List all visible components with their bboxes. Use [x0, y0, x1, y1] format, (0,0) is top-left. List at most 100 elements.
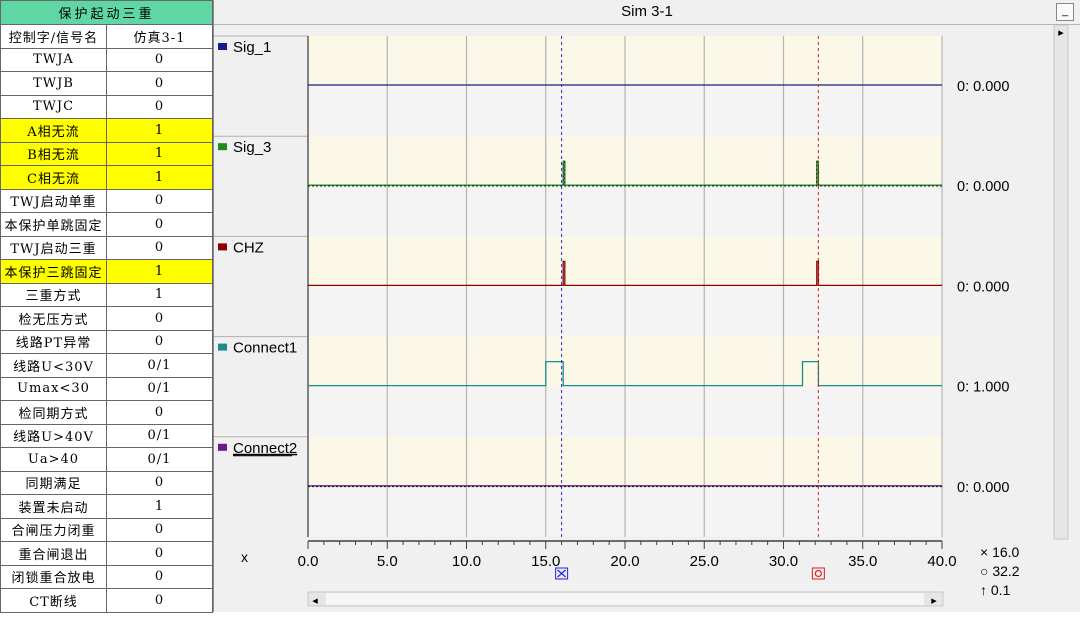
legend-swatch	[218, 143, 227, 151]
series-value-label: 0: 0.000	[957, 79, 1009, 95]
x-tick-label: 30.0	[769, 553, 798, 570]
scroll-right-arrow[interactable]: ▸	[931, 595, 937, 607]
table-row: 本保护三跳固定 1	[0, 259, 213, 284]
cursor-readout: ↑ 0.1	[980, 582, 1011, 598]
vertical-scrollbar[interactable]	[1053, 24, 1069, 540]
signal-name-cell: C相无流	[0, 165, 107, 190]
series-label[interactable]: Connect1	[233, 340, 297, 357]
x-tick-label: 35.0	[848, 553, 877, 570]
signal-value-cell: 0	[106, 306, 213, 331]
table-row: C相无流 1	[0, 165, 213, 190]
table-row: CT断线 0	[0, 588, 213, 613]
table-title-row: 保护起动三重	[0, 0, 213, 25]
column-header-sim: 仿真3-1	[106, 24, 213, 49]
signal-name-cell: TWJ启动三重	[0, 235, 107, 260]
signal-name-cell: 线路U<30V	[0, 353, 107, 378]
cursor-2-handle[interactable]	[811, 567, 825, 580]
waveform-plot: Sig_1 0: 0.000 Sig_3 0: 0.000 CHZ 0: 0.000 Con…	[214, 24, 1080, 612]
signal-name-cell: 线路PT异常	[0, 329, 107, 354]
signal-name-cell: 检无压方式	[0, 306, 107, 331]
table-row: A相无流 1	[0, 118, 213, 143]
series-label[interactable]: Connect2	[233, 440, 297, 457]
table-row: 三重方式 1	[0, 282, 213, 307]
label-panel	[214, 36, 308, 537]
signal-name-cell: 三重方式	[0, 282, 107, 307]
signal-value-cell: 0	[106, 94, 213, 119]
window-title: Sim 3-1	[621, 3, 673, 20]
x-tick-label: 10.0	[452, 553, 481, 570]
table-row: 检无压方式 0	[0, 306, 213, 331]
signal-name-cell: 装置未启动	[0, 494, 107, 519]
x-tick-label: 5.0	[377, 553, 398, 570]
minimize-button[interactable]: _	[1056, 3, 1074, 21]
signal-value-cell: 1	[106, 282, 213, 307]
legend-swatch	[218, 343, 227, 351]
signal-name-cell: 检同期方式	[0, 400, 107, 425]
table-row: 本保护单跳固定 0	[0, 212, 213, 237]
scroll-up-arrow[interactable]: ▸	[1058, 27, 1064, 39]
signal-name-cell: 本保护单跳固定	[0, 212, 107, 237]
cursor-2-circle-icon	[814, 569, 822, 578]
table-row: 线路U>40V 0/1	[0, 423, 213, 448]
signal-value-cell: 0	[106, 517, 213, 542]
table-row: Ua>40 0/1	[0, 447, 213, 472]
table-row: TWJA 0	[0, 47, 213, 72]
signal-value-cell: 1	[106, 259, 213, 284]
cursor-readout: × 16.0	[980, 544, 1020, 560]
series-label[interactable]: CHZ	[233, 239, 264, 256]
x-axis-label: x	[241, 549, 248, 565]
signal-name-cell: 闭锁重合放电	[0, 564, 107, 589]
x-tick-label: 15.0	[531, 553, 560, 570]
simulation-window: Sim 3-1 _ Sig_1 0: 0.000 Sig_3 0: 0.000 CHZ 0…	[214, 0, 1080, 612]
table-row: 线路U<30V 0/1	[0, 353, 213, 378]
column-header-signal: 控制字/信号名	[0, 24, 107, 49]
table-row: 同期满足 0	[0, 470, 213, 495]
table-header-row: 控制字/信号名 仿真3-1	[0, 24, 213, 49]
signal-name-cell: TWJB	[0, 71, 107, 96]
table-title: 保护起动三重	[0, 0, 213, 25]
signal-value-cell: 0	[106, 235, 213, 260]
signal-value-cell: 0	[106, 400, 213, 425]
signal-value-cell: 0/1	[106, 447, 213, 472]
x-tick-label: 40.0	[927, 553, 956, 570]
signal-name-cell: TWJA	[0, 47, 107, 72]
x-tick-label: 25.0	[690, 553, 719, 570]
series-label[interactable]: Sig_3	[233, 139, 271, 156]
cursor-1-x-icon	[557, 569, 566, 578]
signal-name-cell: Ua>40	[0, 447, 107, 472]
x-tick-label: 20.0	[610, 553, 639, 570]
signal-name-cell: 本保护三跳固定	[0, 259, 107, 284]
signal-value-cell: 0	[106, 329, 213, 354]
signal-name-cell: 线路U>40V	[0, 423, 107, 448]
series-label[interactable]: Sig_1	[233, 39, 271, 56]
table-row: 线路PT异常 0	[0, 329, 213, 354]
signal-value-cell: 1	[106, 494, 213, 519]
signal-name-cell: TWJC	[0, 94, 107, 119]
signal-name-cell: 重合闸退出	[0, 541, 107, 566]
signal-value-cell: 0/1	[106, 353, 213, 378]
scrollbar-thumb[interactable]	[326, 593, 924, 605]
table-row: TWJ启动单重 0	[0, 188, 213, 213]
cursor-readout: ○ 32.2	[980, 563, 1020, 579]
series-value-label: 0: 0.000	[957, 279, 1009, 295]
series-value-label: 0: 0.000	[957, 179, 1009, 195]
signal-value-cell: 0	[106, 212, 213, 237]
table-row: B相无流 1	[0, 141, 213, 166]
table-row: TWJB 0	[0, 71, 213, 96]
signal-value-cell: 0	[106, 47, 213, 72]
table-row: 闭锁重合放电 0	[0, 564, 213, 589]
signal-value-cell: 0	[106, 588, 213, 613]
signal-name-cell: 合闸压力闭重	[0, 517, 107, 542]
table-row: TWJ启动三重 0	[0, 235, 213, 260]
table-row: 装置未启动 1	[0, 494, 213, 519]
signal-value-cell: 0	[106, 71, 213, 96]
table-row: 检同期方式 0	[0, 400, 213, 425]
signal-value-cell: 0/1	[106, 423, 213, 448]
scroll-left-arrow[interactable]: ◂	[312, 595, 318, 607]
signal-name-cell: B相无流	[0, 141, 107, 166]
signal-name-cell: A相无流	[0, 118, 107, 143]
signal-table-panel: 保护起动三重 控制字/信号名 仿真3-1 TWJA 0 TWJB 0 TWJC 0 A相无流…	[0, 0, 214, 613]
legend-swatch	[218, 443, 227, 451]
legend-swatch	[218, 243, 227, 251]
signal-value-cell: 0	[106, 188, 213, 213]
